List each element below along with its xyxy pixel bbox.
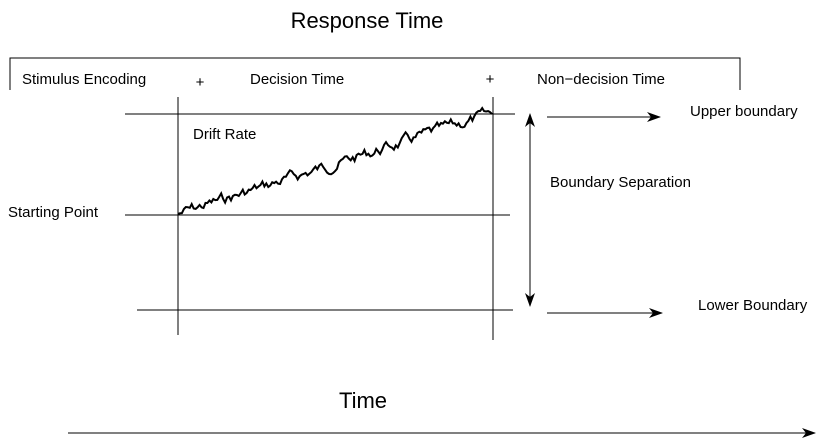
starting-point-label: Starting Point — [8, 204, 99, 221]
phase-label: Non−decision Time — [537, 71, 665, 88]
separator: + — [196, 74, 205, 91]
upper-boundary-label: Upper boundary — [690, 103, 798, 120]
response-time-bracket — [9, 57, 741, 90]
time-label: Time — [339, 388, 387, 413]
drift-path — [177, 106, 493, 215]
boundary-separation-label: Boundary Separation — [550, 174, 691, 191]
title: Response Time — [291, 8, 444, 33]
phase-label: Stimulus Encoding — [22, 71, 146, 88]
separator: + — [486, 71, 495, 88]
phase-label: Decision Time — [250, 71, 344, 88]
drift-rate-label: Drift Rate — [193, 126, 256, 143]
lower-boundary-label: Lower Boundary — [698, 297, 808, 314]
